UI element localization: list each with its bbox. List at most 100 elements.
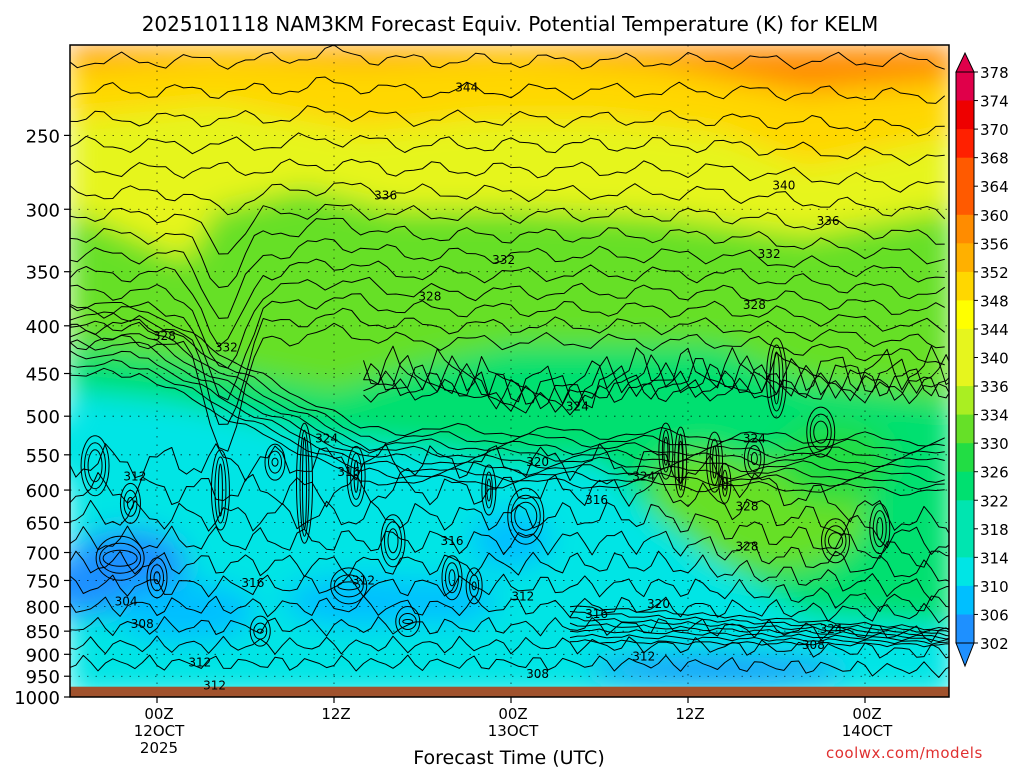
colorbar-swatch bbox=[956, 186, 974, 216]
colorbar-swatch bbox=[956, 328, 974, 358]
contour-label: 344 bbox=[455, 80, 478, 94]
y-tick-label: 250 bbox=[26, 126, 60, 147]
colorbar-label: 306 bbox=[980, 606, 1009, 624]
contour-label: 312 bbox=[188, 655, 211, 669]
colorbar-swatch bbox=[956, 386, 974, 416]
contour-label: 332 bbox=[492, 253, 515, 267]
plot-frame bbox=[69, 44, 950, 698]
contour-label: 312 bbox=[123, 469, 146, 483]
contour-labels: 344 336 340 336 332 332 328 328 328 332 324 324 324 3… bbox=[115, 80, 843, 692]
x-tick-label: 00Z bbox=[498, 705, 527, 723]
colorbar-label: 348 bbox=[980, 292, 1009, 310]
x-tick-label: 13OCT bbox=[488, 722, 539, 740]
contour-label: 324 bbox=[632, 469, 655, 483]
colorbar-label: 340 bbox=[980, 350, 1009, 368]
colorbar-swatch bbox=[956, 271, 974, 301]
colorbar-label: 318 bbox=[980, 521, 1009, 539]
colorbar-label: 334 bbox=[980, 407, 1009, 425]
contour-label: 308 bbox=[802, 638, 825, 652]
contour-label: 328 bbox=[418, 289, 441, 303]
contour-label: 312 bbox=[203, 678, 226, 692]
y-tick-label: 500 bbox=[26, 407, 60, 428]
colorbar-label: 314 bbox=[980, 549, 1009, 567]
y-tick-label: 700 bbox=[26, 544, 60, 565]
y-tick-label: 550 bbox=[26, 446, 60, 467]
contour-label: 324 bbox=[743, 431, 766, 445]
colorbar-label: 302 bbox=[980, 635, 1009, 653]
x-tick-label: 12OCT bbox=[134, 722, 185, 740]
contour-label: 328 bbox=[153, 329, 176, 343]
contour-label: 328 bbox=[743, 298, 766, 312]
contour-label: 324 bbox=[566, 399, 589, 413]
colorbar-label: 310 bbox=[980, 578, 1009, 596]
chart-title: 2025101118 NAM3KM Forecast Equiv. Potent… bbox=[142, 12, 879, 36]
contour-label: 316 bbox=[585, 607, 608, 621]
colorbar-swatch bbox=[956, 129, 974, 159]
contour-label: 320 bbox=[526, 455, 549, 469]
y-axis: 2503003504004505005506006507007508008509… bbox=[14, 126, 70, 709]
colorbar-swatch bbox=[956, 72, 974, 102]
y-tick-label: 900 bbox=[26, 645, 60, 666]
contour-label: 332 bbox=[215, 340, 238, 354]
colorbar-swatch bbox=[956, 414, 974, 444]
y-tick-label: 750 bbox=[26, 571, 60, 592]
contour-label: 336 bbox=[374, 189, 397, 203]
colorbar: 378 374 370 368 364 360 356 352 348 344 340 336 334 3… bbox=[955, 51, 1009, 668]
contour-label: 304 bbox=[115, 595, 138, 609]
colorbar-label: 344 bbox=[980, 321, 1009, 339]
colorbar-max-arrow bbox=[955, 51, 975, 73]
contour-label: 324 bbox=[315, 431, 338, 445]
source-credit: coolwx.com/models bbox=[826, 744, 983, 762]
y-tick-label: 350 bbox=[26, 263, 60, 284]
y-tick-label: 800 bbox=[26, 598, 60, 619]
plot-area: 344 336 340 336 332 332 328 328 328 332 324 324 324 3… bbox=[70, 45, 949, 697]
x-tick-label: 2025 bbox=[140, 739, 178, 757]
colorbar-swatch bbox=[956, 357, 974, 387]
x-tick-label: 00Z bbox=[852, 705, 881, 723]
colorbar-label: 336 bbox=[980, 378, 1009, 396]
contour-label: 328 bbox=[736, 540, 759, 554]
y-tick-label: 650 bbox=[26, 513, 60, 534]
contour-label: 316 bbox=[241, 576, 264, 590]
y-tick-label: 950 bbox=[26, 667, 60, 688]
x-tick-label: 12Z bbox=[675, 705, 704, 723]
y-tick-label: 450 bbox=[26, 365, 60, 386]
contour-label: 312 bbox=[352, 573, 375, 587]
colorbar-swatch bbox=[956, 557, 974, 587]
colorbar-swatch bbox=[956, 100, 974, 130]
colorbar-label: 378 bbox=[980, 64, 1009, 82]
colorbar-swatch bbox=[956, 300, 974, 330]
contour-label: 340 bbox=[772, 179, 795, 193]
colorbar-label: 360 bbox=[980, 207, 1009, 225]
contour-label: 316 bbox=[585, 493, 608, 507]
contour-label: 312 bbox=[632, 650, 655, 664]
colorbar-swatch bbox=[956, 214, 974, 244]
contour-label: 336 bbox=[817, 214, 840, 228]
colorbar-swatch bbox=[956, 243, 974, 273]
colorbar-swatch bbox=[956, 500, 974, 530]
x-tick-label: 14OCT bbox=[842, 722, 893, 740]
colorbar-swatch bbox=[956, 614, 974, 644]
y-tick-label: 1000 bbox=[14, 688, 60, 709]
contour-label: 324 bbox=[820, 622, 843, 636]
contour-label: 308 bbox=[131, 617, 154, 631]
y-tick-label: 300 bbox=[26, 200, 60, 221]
ground-below-surface bbox=[70, 686, 949, 697]
colorbar-label: 370 bbox=[980, 121, 1009, 139]
colorbar-label: 326 bbox=[980, 464, 1009, 482]
colorbar-swatch bbox=[956, 157, 974, 187]
colorbar-label: 352 bbox=[980, 264, 1009, 282]
colorbar-swatch bbox=[956, 528, 974, 558]
contour-label: 312 bbox=[511, 589, 534, 603]
colorbar-label: 374 bbox=[980, 93, 1009, 111]
contour-label: 308 bbox=[526, 667, 549, 681]
y-tick-label: 850 bbox=[26, 622, 60, 643]
colorbar-min-arrow bbox=[955, 642, 975, 668]
colorbar-swatch bbox=[956, 585, 974, 615]
y-tick-label: 400 bbox=[26, 317, 60, 338]
contour-label: 328 bbox=[736, 500, 759, 514]
colorbar-label: 364 bbox=[980, 178, 1009, 196]
contour-label: 332 bbox=[758, 247, 781, 261]
